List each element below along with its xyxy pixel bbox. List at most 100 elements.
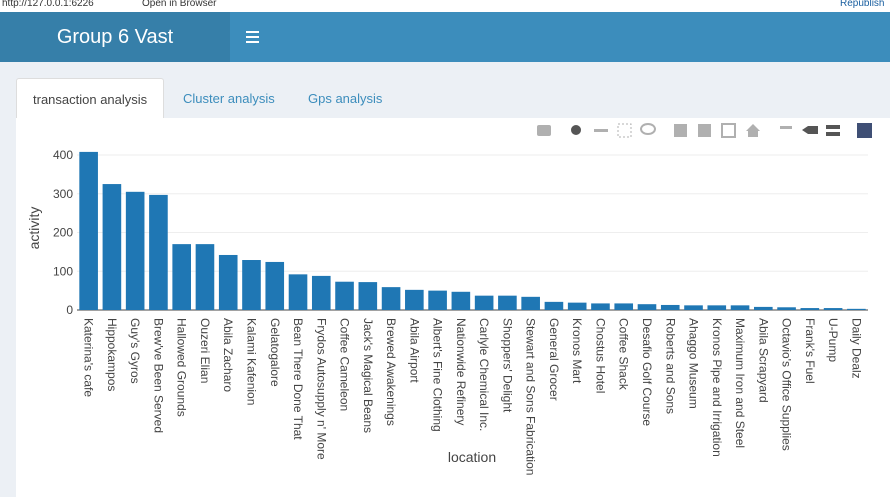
x-tick-label: Brewed Awakenings	[384, 318, 398, 426]
bar	[614, 303, 634, 310]
modebar-button[interactable]	[780, 126, 792, 129]
bar	[79, 151, 98, 310]
x-tick-label: U-Pump	[826, 318, 840, 362]
x-tick-label: Stewart and Sons Fabrication	[524, 318, 538, 475]
bar	[637, 304, 657, 310]
bar	[660, 304, 680, 310]
modebar-button[interactable]	[826, 125, 840, 129]
x-tick-label: Abila Zacharo	[221, 318, 235, 392]
header-bar	[230, 12, 890, 62]
bar	[567, 302, 587, 310]
x-tick-label: Frank's Fuel	[803, 318, 817, 384]
modebar-button[interactable]	[537, 125, 551, 136]
modebar-button[interactable]	[746, 124, 760, 137]
x-tick-label: Ahaggo Museum	[687, 318, 701, 409]
bar	[311, 275, 331, 310]
modebar-button[interactable]	[674, 124, 687, 137]
tab[interactable]: Gps analysis	[308, 91, 383, 106]
modebar-button[interactable]	[571, 125, 581, 135]
url: http://127.0.0.1:6226	[2, 0, 94, 9]
modebar-button[interactable]	[617, 123, 632, 138]
bar	[265, 261, 285, 310]
x-tick-label: Chostus Hotel	[593, 318, 607, 393]
modebar-button[interactable]	[721, 123, 736, 138]
bar	[288, 274, 308, 310]
x-tick-label: Abila Scrapyard	[756, 318, 770, 403]
x-tick-label: Kronos Pipe and Irrigation	[710, 318, 724, 457]
y-axis-label: activity	[26, 207, 42, 250]
bar	[544, 301, 564, 310]
bar	[125, 191, 145, 310]
x-tick-label: Hippokampos	[105, 318, 119, 391]
bar	[381, 287, 401, 310]
modebar-button[interactable]	[594, 129, 608, 132]
modebar-button[interactable]	[826, 132, 840, 136]
bar	[405, 289, 424, 310]
bar	[195, 244, 215, 310]
x-tick-label: Bean There Done That	[291, 318, 305, 440]
x-tick-label: Albert's Fine Clothing	[431, 318, 445, 432]
bar	[102, 184, 122, 310]
x-tick-label: Maximum Iron and Steel	[733, 318, 747, 448]
modebar-button[interactable]	[640, 123, 656, 135]
y-tick-label: 0	[66, 303, 73, 317]
bar	[149, 194, 168, 310]
bar	[707, 305, 727, 310]
x-tick-label: Ouzeri Elian	[198, 318, 212, 383]
x-tick-label: Guy's Gyros	[128, 318, 142, 384]
y-tick-label: 200	[53, 226, 73, 240]
open-in-browser[interactable]: Open in Browser	[142, 0, 217, 9]
browser-bar: http://127.0.0.1:6226 Open in Browser Re…	[0, 0, 890, 12]
x-tick-label: Kalami Kafenion	[244, 318, 258, 405]
x-tick-label: Coffee Cameleon	[338, 318, 352, 411]
bar	[242, 260, 261, 310]
tab[interactable]: transaction analysis	[16, 78, 165, 119]
y-tick-label: 300	[53, 187, 73, 201]
x-axis-label: location	[448, 449, 496, 465]
bar	[591, 303, 610, 310]
bar	[335, 281, 354, 310]
bar	[684, 305, 703, 310]
bar	[218, 254, 238, 310]
y-tick-label: 100	[53, 264, 73, 278]
header-title: Group 6 Vast	[0, 12, 230, 62]
bar	[754, 306, 773, 310]
x-tick-label: Hallowed Grounds	[175, 318, 189, 417]
x-tick-label: Gelatogalore	[268, 318, 282, 387]
tab[interactable]: Cluster analysis	[183, 91, 275, 106]
x-tick-label: Carlyle Chemical Inc.	[477, 318, 491, 431]
x-tick-label: Shoppers' Delight	[500, 318, 514, 413]
modebar-button[interactable]	[802, 126, 818, 134]
bar	[823, 308, 843, 310]
bar	[847, 308, 866, 310]
bar	[474, 295, 494, 310]
bar	[498, 295, 517, 310]
bar	[521, 296, 540, 310]
y-tick-label: 400	[53, 148, 73, 162]
x-tick-label: Frydos Autosupply n' More	[314, 318, 328, 460]
x-tick-label: Brew've Been Served	[151, 318, 165, 433]
plotly-logo[interactable]	[857, 123, 872, 138]
bar	[451, 291, 471, 310]
menu-toggle[interactable]	[246, 31, 260, 43]
x-tick-label: Desafio Golf Course	[640, 318, 654, 426]
bar	[358, 282, 378, 310]
x-tick-label: Nationwide Refinery	[454, 318, 468, 425]
bar	[800, 308, 820, 310]
x-tick-label: General Grocer	[547, 318, 561, 401]
x-tick-label: Abila Airport	[407, 318, 421, 383]
modebar-button[interactable]	[698, 124, 711, 137]
x-tick-label: Daily Dealz	[849, 318, 863, 379]
republish[interactable]: Republish	[840, 0, 885, 9]
bar	[172, 244, 191, 310]
x-tick-label: Jack's Magical Beans	[361, 318, 375, 433]
x-tick-label: Roberts and Sons	[663, 318, 677, 414]
x-tick-label: Coffee Shack	[617, 318, 631, 391]
x-tick-label: Octavio's Office Supplies	[780, 318, 794, 451]
bar	[428, 290, 447, 310]
bar	[730, 305, 750, 310]
x-tick-label: Katerina's cafe	[82, 318, 96, 397]
x-tick-label: Kronos Mart	[570, 318, 584, 384]
bar	[777, 307, 796, 310]
